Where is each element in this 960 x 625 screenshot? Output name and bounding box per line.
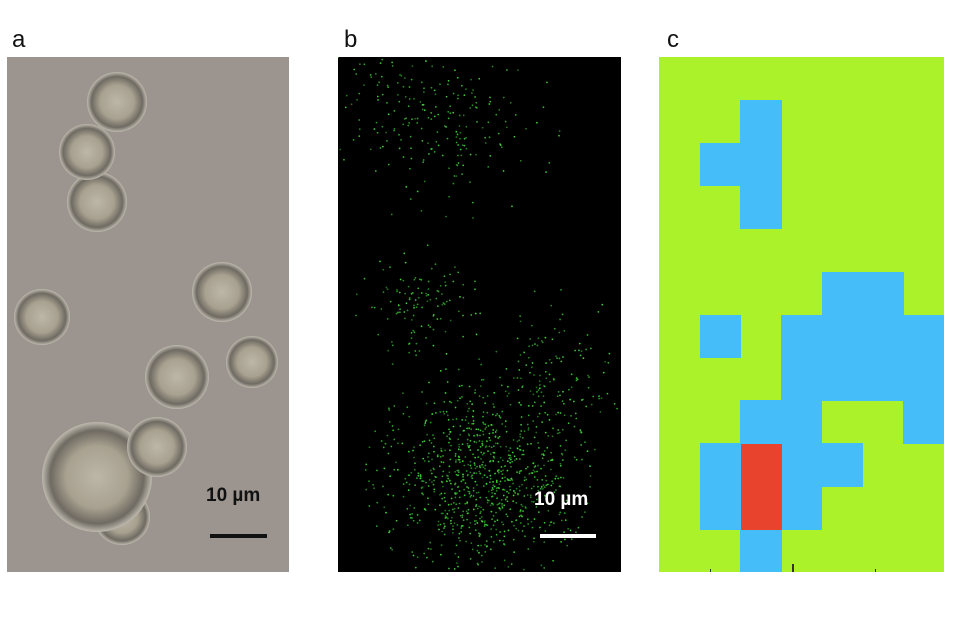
cell-blob — [59, 124, 115, 180]
classification-map — [659, 57, 944, 572]
fluorescence-speckles — [338, 57, 618, 571]
map-cell — [699, 443, 741, 487]
panel-a-label: a — [12, 26, 26, 53]
cell-blob — [87, 72, 147, 132]
scale-bar-b — [540, 534, 596, 538]
cell-blob — [145, 345, 209, 409]
cell-blob — [14, 289, 70, 345]
axis-tick — [792, 564, 794, 572]
panel-c-label: c — [667, 26, 679, 53]
map-cell — [903, 314, 944, 358]
cell-blob — [67, 172, 127, 232]
fluorescence-image: 10 µm — [338, 57, 621, 572]
map-cell — [821, 357, 864, 401]
map-cell — [862, 357, 904, 401]
map-cell — [740, 142, 782, 187]
panel-b-label: b — [344, 26, 358, 53]
axis-tick — [875, 569, 876, 572]
map-cell — [740, 99, 782, 144]
map-cell — [699, 486, 741, 530]
map-cell — [740, 185, 782, 230]
scale-bar-a — [210, 534, 267, 538]
map-cell — [781, 486, 823, 530]
map-cell — [862, 314, 904, 358]
map-cell — [821, 443, 864, 487]
map-cell — [781, 400, 823, 444]
map-cell — [781, 357, 823, 401]
axis-tick — [710, 569, 711, 572]
map-cell — [903, 357, 944, 401]
map-cell — [781, 314, 823, 358]
cell-blob — [127, 417, 187, 477]
cell-blob — [226, 336, 278, 388]
map-cell — [699, 142, 741, 187]
map-cell — [821, 271, 864, 315]
map-cell — [903, 400, 944, 444]
map-cell — [740, 443, 782, 487]
map-cell — [781, 443, 823, 487]
brightfield-image: 10 µm — [7, 57, 289, 572]
map-cell — [740, 400, 782, 444]
scale-bar-label-a: 10 µm — [206, 485, 261, 506]
cell-blob — [192, 262, 252, 322]
map-cell — [740, 486, 782, 530]
scale-bar-label-b: 10 µm — [534, 489, 589, 510]
map-cell — [699, 314, 741, 358]
map-cell — [862, 271, 904, 315]
map-cell — [821, 314, 864, 358]
map-cell — [740, 529, 782, 572]
